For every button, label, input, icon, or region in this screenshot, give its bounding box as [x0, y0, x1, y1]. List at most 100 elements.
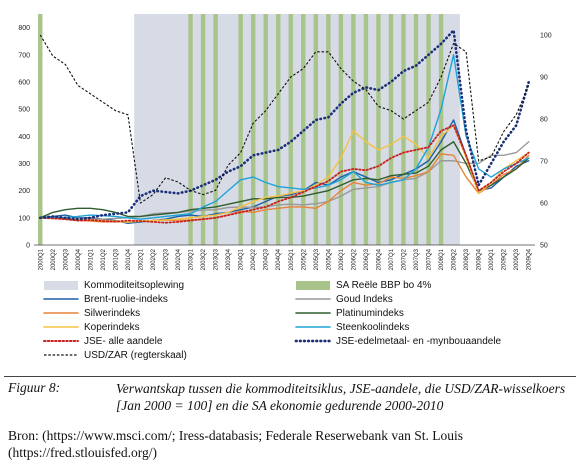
gdp-bar-2006Q1 [338, 14, 344, 245]
commodity-chart: 0 100 200 300 400 500 600 700 800 50 60 70 80 90 100 20… [18, 14, 552, 361]
legend-item-6: Koperindeks [43, 322, 140, 333]
legend-label: Koperindeks [84, 322, 140, 333]
gdp-bar-2005Q3 [313, 14, 319, 245]
series-line-5 [39, 54, 530, 220]
x-tick-2008Q2: 2008Q2 [452, 248, 458, 270]
x-tick-2003Q1: 2003Q1 [189, 248, 195, 270]
x-tick-2000Q4: 2000Q4 [76, 248, 82, 270]
legend-item-10: USD/ZAR (regterskaal) [44, 350, 187, 361]
x-tick-2006Q2: 2006Q2 [351, 248, 357, 270]
commodity-upswing-band [134, 14, 460, 245]
x-tick-2004Q4: 2004Q4 [276, 248, 282, 270]
legend: Kommoditeitsoplewing SA Reële BBP bo 4% Br… [43, 280, 502, 361]
gdp-bar-2007Q1 [388, 14, 394, 245]
caption-label: Figuur 8: [8, 380, 61, 395]
x-tick-2001Q1: 2001Q1 [88, 248, 94, 270]
y-left-tick-500: 500 [18, 107, 30, 114]
y-left-tick-400: 400 [18, 134, 30, 141]
y-left-tick-200: 200 [18, 188, 30, 195]
legend-item-8: JSE- alle aandele [43, 336, 163, 347]
gdp-bar-2000Q1 [38, 14, 43, 245]
x-tick-2002Q4: 2002Q4 [176, 248, 182, 270]
x-tick-2009Q2: 2009Q2 [502, 248, 508, 270]
x-tick-2005Q4: 2005Q4 [326, 248, 332, 270]
gdp-bar-2008Q1 [438, 14, 444, 245]
x-tick-2002Q1: 2002Q1 [138, 248, 144, 270]
x-tick-2009Q4: 2009Q4 [527, 248, 533, 270]
x-tick-2001Q3: 2001Q3 [113, 248, 119, 270]
x-tick-2008Q3: 2008Q3 [464, 248, 470, 270]
gdp-bar-2003Q3 [213, 14, 218, 245]
gdp-bar-2006Q2 [351, 14, 356, 245]
x-tick-2003Q2: 2003Q2 [201, 248, 207, 270]
x-tick-2007Q3: 2007Q3 [414, 248, 420, 270]
x-tick-2003Q4: 2003Q4 [226, 248, 232, 270]
series-line-3 [39, 141, 530, 219]
x-tick-2007Q2: 2007Q2 [401, 248, 407, 270]
legend-label: JSE-edelmetaal- en -mynbouaandele [336, 336, 502, 347]
y-right-tick-50: 50 [540, 243, 548, 250]
x-tick-2007Q4: 2007Q4 [427, 248, 433, 270]
series-line-7 [38, 29, 531, 221]
x-tick-2006Q3: 2006Q3 [364, 248, 370, 270]
legend-item-4: Silwerindeks [43, 308, 140, 319]
y-right-tick-90: 90 [540, 75, 548, 82]
x-tick-2007Q1: 2007Q1 [389, 248, 395, 270]
series-line-6 [39, 124, 530, 224]
gdp-bar-2003Q2 [200, 14, 206, 245]
gdp-bar-2007Q2 [401, 14, 406, 245]
x-tick-2004Q3: 2004Q3 [264, 248, 270, 270]
legend-label: USD/ZAR (regterskaal) [84, 350, 187, 361]
source-note: Bron: (https://www.msci.com/; Iress-data… [8, 428, 464, 460]
gdp-bar-2005Q4 [326, 14, 331, 245]
gdp-bar-2005Q1 [288, 14, 293, 245]
y-right-tick-60: 60 [540, 201, 548, 208]
x-tick-2005Q2: 2005Q2 [301, 248, 307, 270]
legend-label: Platinumindeks [336, 308, 404, 319]
caption-text: Verwantskap tussen die kommoditeitsiklus… [116, 381, 566, 413]
legend-label: Goud Indeks [336, 294, 393, 305]
legend-swatch [44, 281, 78, 290]
x-tick-2000Q2: 2000Q2 [51, 248, 57, 270]
gdp-bar-2003Q1 [188, 14, 193, 245]
series-line-8 [39, 34, 530, 204]
x-tick-2003Q3: 2003Q3 [214, 248, 220, 270]
gdp-bar-2006Q3 [363, 14, 369, 245]
gdp-bar-2004Q4 [276, 14, 281, 245]
x-tick-2006Q1: 2006Q1 [339, 248, 345, 270]
legend-swatch [296, 281, 330, 290]
gdp-bar-2004Q3 [263, 14, 268, 245]
caption-rule [4, 376, 576, 377]
legend-item-3: Goud Indeks [295, 294, 393, 305]
x-tick-2008Q4: 2008Q4 [477, 248, 483, 270]
gdp-bar-2004Q2 [250, 14, 256, 245]
legend-label: SA Reële BBP bo 4% [336, 280, 432, 291]
x-tick-2001Q2: 2001Q2 [101, 248, 107, 270]
x-tick-2009Q1: 2009Q1 [489, 248, 495, 270]
y-left-tick-300: 300 [18, 161, 30, 168]
legend-label: Brent-ruolie-indeks [84, 294, 168, 305]
legend-label: JSE- alle aandele [84, 336, 163, 347]
x-tick-2002Q2: 2002Q2 [151, 248, 157, 270]
y-left-tick-700: 700 [18, 52, 30, 59]
legend-item-5: Platinumindeks [295, 308, 404, 319]
legend-item-9: JSE-edelmetaal- en -mynbouaandele [294, 336, 502, 347]
y-right-tick-80: 80 [540, 117, 548, 124]
figure-caption: Figuur 8: Verwantskap tussen die kommodi… [8, 380, 574, 414]
x-tick-2000Q3: 2000Q3 [63, 248, 69, 270]
gdp-bar-2006Q4 [376, 14, 381, 245]
gdp-bar-2004Q1 [238, 14, 243, 245]
x-tick-2004Q1: 2004Q1 [239, 248, 245, 270]
y-left-tick-0: 0 [26, 243, 30, 250]
legend-item-2: Brent-ruolie-indeks [43, 294, 168, 305]
x-tick-2005Q1: 2005Q1 [289, 248, 295, 270]
y-left-tick-800: 800 [18, 25, 30, 32]
x-tick-2004Q2: 2004Q2 [251, 248, 257, 270]
y-left-tick-600: 600 [18, 79, 30, 86]
x-tick-2008Q1: 2008Q1 [439, 248, 445, 270]
y-left-tick-100: 100 [18, 215, 30, 222]
legend-item-1: SA Reële BBP bo 4% [296, 280, 432, 291]
legend-item-7: Steenkoolindeks [295, 322, 409, 333]
y-right-tick-70: 70 [540, 159, 548, 166]
x-tick-2006Q4: 2006Q4 [376, 248, 382, 270]
